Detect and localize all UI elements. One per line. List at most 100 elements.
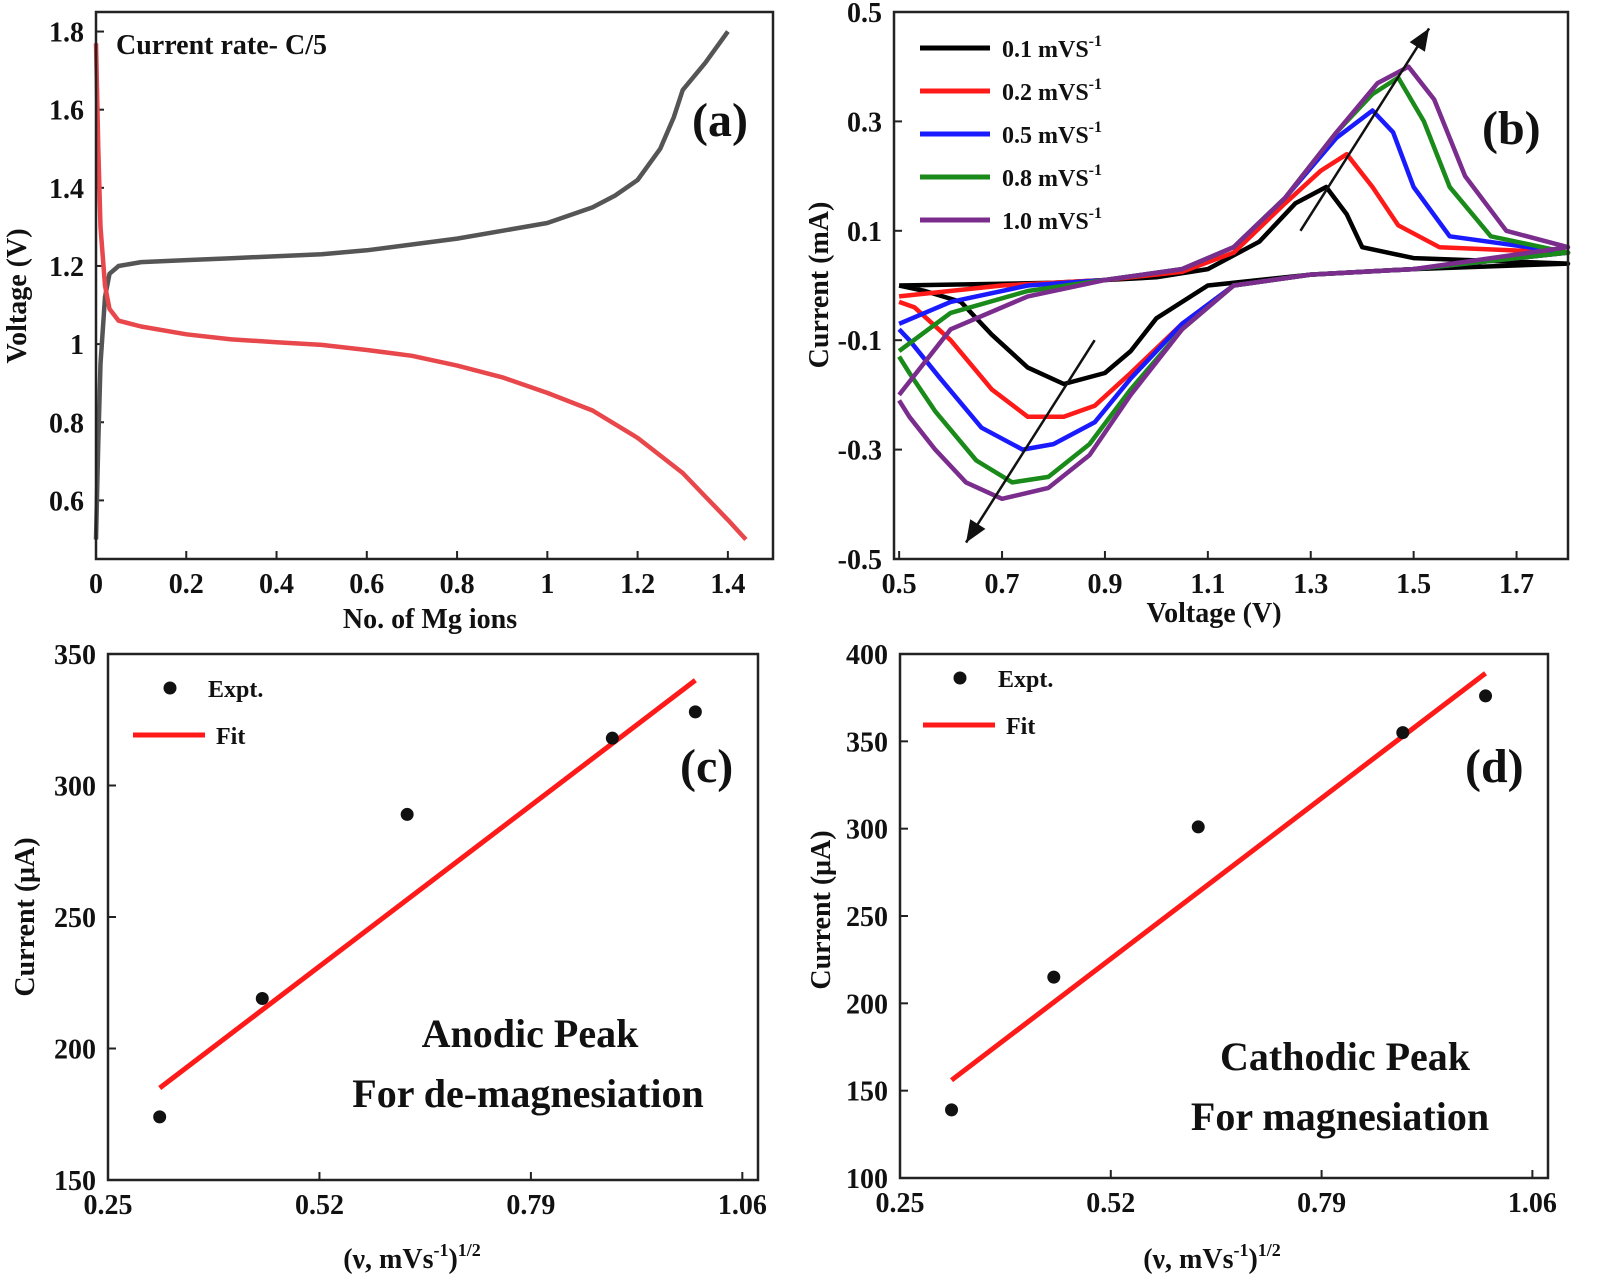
panel-a-y-tick-label: 1.4 [49, 174, 84, 205]
panel-d-data-point [1191, 820, 1205, 834]
panel-d-y-tick-label: 100 [846, 1164, 888, 1195]
panel-a-voltage-profile: 0 0.2 0.4 0.6 0.8 1 1.2 1.40.60.811.21.41.61.8 … [2, 10, 775, 635]
panel-d-y-tick-label: 250 [846, 902, 888, 933]
panel-c-y-tick-label: 350 [54, 640, 96, 671]
panel-b-arrow-0 [1299, 27, 1431, 232]
panel-c-data-point [688, 705, 702, 719]
panel-d-x-axis-label: (ν, mVs-1)1/2 [1143, 1240, 1281, 1275]
panel-c-legend-fit-label: Fit [216, 724, 245, 750]
panel-b-legend: 0.1 mVS-1 0.2 mVS-1 0.5 mVS-1 0.8 mVS-1 1.0 … [920, 33, 1102, 235]
panel-c-y-tick-label: 200 [54, 1035, 96, 1066]
panel-b-y-tick-label: 0.5 [847, 0, 882, 29]
panel-b-x-tick-label: 0.9 [1087, 569, 1122, 600]
panel-b-legend-label-2: 0.5 mVS-1 [1002, 119, 1102, 149]
panel-d-x-tick-label: 0.52 [1086, 1188, 1135, 1219]
panel-c-x-label-main: (ν, mVs [343, 1244, 433, 1275]
panel-d-y-tick-label: 200 [846, 989, 888, 1020]
panel-a-ticks: 0 0.2 0.4 0.6 0.8 1 1.2 1.4 0.6 0.8 1 1.2 1.4 1.6 1.8 [49, 18, 745, 600]
panel-b-x-tick-label: 0.7 [985, 569, 1020, 600]
panel-c-series [153, 678, 702, 1124]
panel-c-x-axis-label: (ν, mVs-1)1/2 [343, 1240, 481, 1275]
panel-a-x-tick-label: 1 [540, 569, 554, 600]
panel-b-x-tick-label: 1.7 [1499, 569, 1534, 600]
panel-d-data-point [1396, 726, 1410, 740]
panel-b-cv-curve-2 [897, 108, 1571, 452]
panel-b-arrowhead-1 [966, 519, 986, 543]
panel-d-data-point [1047, 970, 1061, 984]
panel-b-cyclic-voltammetry: 0.5 0.7 0.9 1.1 1.3 1.5 1.7 -0.5 -0.3 -0.1 0.1 0.3 0… [804, 0, 1571, 629]
panel-d-data-point [1479, 689, 1493, 703]
panel-c-letter: (c) [680, 740, 733, 793]
panel-b-series [897, 64, 1571, 502]
panel-a-letter: (a) [692, 94, 748, 147]
panel-d-x-label-sup2: 1/2 [1258, 1240, 1281, 1260]
panel-b-x-axis-label: Voltage (V) [1146, 598, 1281, 629]
panel-a-y-axis-label: Voltage (V) [2, 228, 33, 363]
panel-b-y-tick-label: -0.3 [838, 436, 882, 467]
panel-c-legend: Expt. Fit [133, 677, 263, 750]
panel-c-legend-expt-marker [163, 681, 177, 695]
panel-c-x-tick-label: 0.25 [84, 1190, 133, 1221]
panel-b-legend-label-4: 1.0 mVS-1 [1002, 205, 1102, 235]
panel-b-letter: (b) [1482, 102, 1541, 155]
panel-c-x-label-sup2: 1/2 [458, 1240, 481, 1260]
panel-c-fit-line [158, 678, 697, 1090]
panel-d-y-tick-label: 150 [846, 1077, 888, 1108]
panel-b-legend-label-1: 0.2 mVS-1 [1002, 76, 1102, 106]
panel-d-legend-expt-label: Expt. [998, 667, 1053, 693]
panel-b-y-tick-label: 0.1 [847, 217, 882, 248]
panel-c-x-tick-label: 0.52 [295, 1190, 344, 1221]
panel-d-x-label-main: (ν, mVs [1143, 1244, 1233, 1275]
panel-c-data-point [255, 992, 269, 1006]
panel-b-y-axis-label: Current (mA) [804, 202, 835, 369]
panel-c-x-tick-label: 0.79 [506, 1190, 555, 1221]
panel-b-cv-curve-3 [897, 75, 1571, 485]
panel-c-annotation-line-1: Anodic Peak [422, 1011, 639, 1056]
panel-a-x-tick-label: 0 [89, 569, 103, 600]
panel-d-x-tick-label: 0.79 [1297, 1188, 1346, 1219]
panel-c-y-tick-label: 250 [54, 903, 96, 934]
panel-a-y-tick-label: 1.6 [49, 96, 84, 127]
panel-a-x-tick-label: 0.6 [349, 569, 384, 600]
panel-b-y-tick-label: 0.3 [847, 107, 882, 138]
panel-a-y-tick-label: 1 [70, 330, 84, 361]
panel-a-y-tick-label: 0.6 [49, 486, 84, 517]
panel-b-arrows [964, 27, 1431, 544]
panel-b-x-tick-label: 1.1 [1190, 569, 1225, 600]
panel-c-y-tick-label: 300 [54, 772, 96, 803]
panel-b-y-tick-label: -0.1 [838, 326, 882, 357]
panel-d-cathodic-peak: 0.25 0.52 0.79 1.06 100 150 200 250 300 350 400 Ex… [806, 640, 1557, 1275]
panel-b-arrowhead-0 [1409, 28, 1430, 52]
panel-d-data-point [945, 1103, 959, 1117]
panel-d-x-label-sup1: -1 [1233, 1240, 1248, 1260]
panel-a-x-tick-label: 0.2 [169, 569, 204, 600]
panel-c-data-point [605, 731, 619, 745]
panel-d-legend: Expt. Fit [923, 667, 1053, 740]
panel-c-x-tick-label: 1.06 [718, 1190, 767, 1221]
panel-a-x-tick-label: 1.2 [620, 569, 655, 600]
panel-b-legend-label-3: 0.8 mVS-1 [1002, 162, 1102, 192]
panel-b-y-tick-label: -0.5 [838, 545, 882, 576]
panel-a-x-tick-label: 0.8 [440, 569, 475, 600]
panel-c-annotation-line-2: For de-magnesiation [352, 1071, 703, 1116]
panel-a-series [93, 30, 748, 542]
panel-c-data-point [400, 807, 414, 821]
panel-c-anodic-peak: 0.25 0.52 0.79 1.06 150 200 250 300 350 Expt. Fit… [10, 640, 767, 1275]
panel-b-ticks: 0.5 0.7 0.9 1.1 1.3 1.5 1.7 -0.5 -0.3 -0.1 0.1 0.3 0… [838, 0, 1534, 600]
panel-c-legend-expt-label: Expt. [208, 677, 263, 703]
panel-c-ticks: 0.25 0.52 0.79 1.06 150 200 250 300 350 [54, 640, 767, 1221]
panel-d-fit-line [950, 671, 1488, 1083]
panel-d-y-axis-label: Current (μA) [806, 830, 837, 989]
panel-a-x-tick-label: 1.4 [710, 569, 745, 600]
panel-b-x-tick-label: 1.5 [1396, 569, 1431, 600]
panel-a-annotation: Current rate- C/5 [116, 30, 327, 61]
panel-b-x-tick-label: 1.3 [1293, 569, 1328, 600]
panel-a-curve-charge [93, 30, 730, 540]
panel-d-series [945, 671, 1493, 1117]
panel-d-letter: (d) [1465, 740, 1524, 793]
panel-d-x-tick-label: 0.25 [876, 1188, 925, 1219]
panel-d-legend-expt-marker [953, 671, 967, 685]
panel-d-x-label-tail: ) [1248, 1244, 1257, 1275]
panel-c-y-tick-label: 150 [54, 1166, 96, 1197]
panel-b-plot-frame [892, 10, 1570, 561]
